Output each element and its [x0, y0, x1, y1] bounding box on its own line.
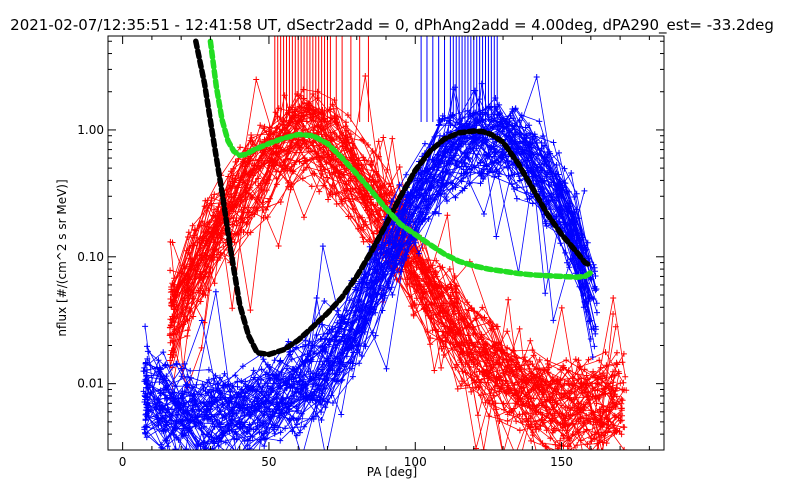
trace-markers: [143, 124, 589, 426]
trace-markers: [142, 84, 599, 439]
trace-line: [145, 110, 587, 450]
trace-line: [145, 98, 584, 450]
trace-markers: [142, 86, 590, 443]
series-line-0: [193, 38, 594, 358]
trace-markers: [144, 110, 599, 415]
trace-line: [147, 112, 596, 413]
y-tick-label: 0.01: [77, 377, 104, 391]
trace-line: [144, 161, 589, 450]
trace-markers: [141, 159, 592, 450]
trace-markers: [167, 135, 615, 427]
y-tick-label: 1.00: [77, 123, 104, 137]
data-layer: [140, 36, 630, 450]
trace-bundle-1: [140, 74, 600, 450]
x-tick-label: 150: [550, 455, 573, 469]
axes: 0 50 100 150 0.01 0.10 1.00: [77, 35, 665, 469]
x-tick-label: 0: [119, 455, 127, 469]
plot-area: [140, 36, 630, 450]
trace-line: [147, 76, 595, 434]
trace-markers: [144, 116, 594, 450]
top-tick-marks: [274, 36, 498, 122]
chart-title: 2021-02-07/12:35:51 - 12:41:58 UT, dSect…: [10, 16, 774, 35]
x-axis-label: PA [deg]: [367, 465, 417, 479]
x-tick-label: 50: [261, 455, 276, 469]
trace-markers: [170, 108, 630, 411]
series-line-1: [207, 38, 594, 280]
y-axis-label: nflux [#/(cm^2 s sr MeV)]: [55, 179, 69, 336]
y-tick-label: 0.10: [77, 250, 104, 264]
x-tick-label: 100: [404, 455, 427, 469]
trace-markers: [142, 122, 591, 426]
trace-line: [146, 120, 591, 412]
